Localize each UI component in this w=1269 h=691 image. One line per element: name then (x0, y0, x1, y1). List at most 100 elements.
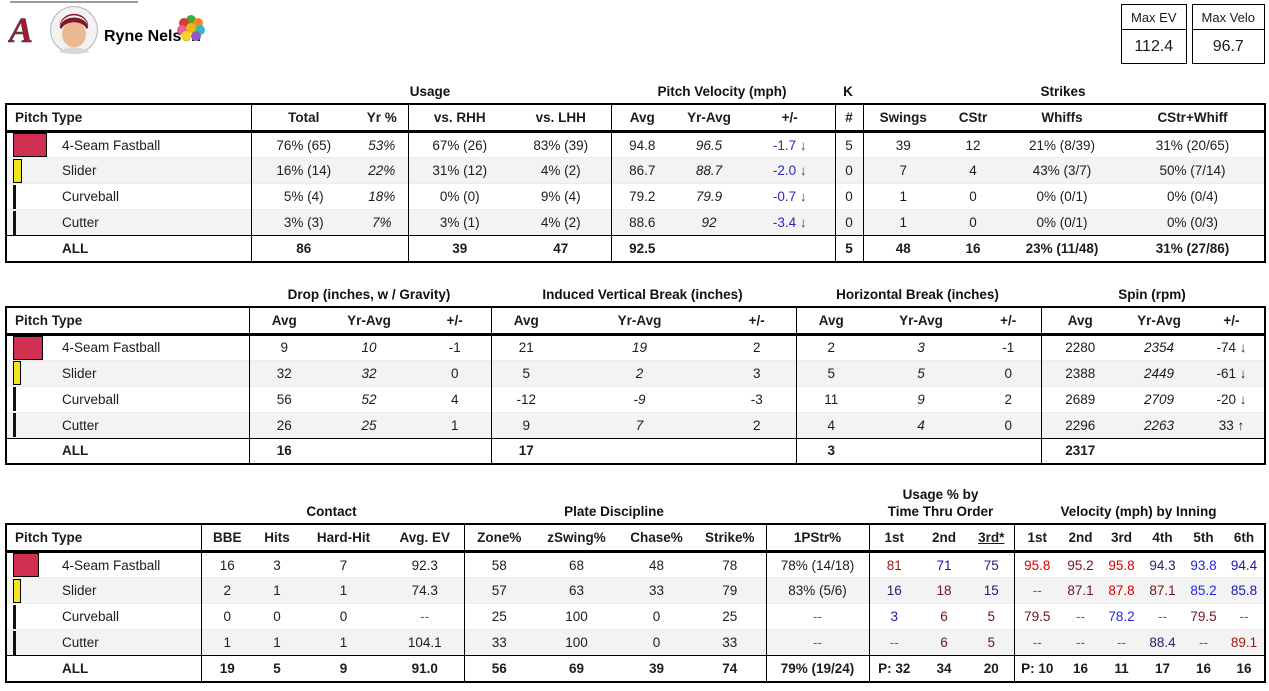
stat-cell: 25 (319, 411, 419, 438)
stat-cell: 7 (561, 411, 718, 438)
pitch-type-label: Cutter (62, 417, 99, 433)
pitch-color-swatch (13, 133, 47, 157)
column-header: Whiffs (1003, 104, 1121, 133)
stat-cell: 39 (619, 655, 694, 682)
pitch-mix-icon (177, 15, 205, 41)
max-stats: Max EV 112.4 Max Velo 96.7 (1121, 4, 1265, 64)
stat-cell: 1 (301, 577, 386, 604)
column-header: Avg. EV (386, 524, 464, 553)
pitch-color-swatch (13, 553, 39, 577)
column-group-header: K (843, 84, 853, 99)
stat-cell: 0% (0) (407, 183, 511, 210)
stat-cell: 88.6 (610, 209, 673, 236)
max-ev-box: Max EV 112.4 (1121, 4, 1187, 64)
stat-cell: 18% (356, 183, 408, 210)
stat-cell: -3.4 ↓ (745, 209, 835, 236)
max-velo-value: 96.7 (1212, 38, 1244, 55)
stats-table: Pitch Type BBE Hits Hard-Hit Avg. EV Zone% zSw… (5, 523, 1266, 683)
stat-cell: P: 32 (868, 655, 919, 682)
stat-cell: 58 (463, 551, 534, 578)
diamondbacks-logo-icon: A (8, 10, 33, 50)
stat-cell: 0 (943, 209, 1003, 236)
stat-cell (745, 235, 835, 262)
all-row: ALL 16 17 3 2317 (6, 437, 1265, 464)
stat-cell: 95.8 (1013, 551, 1060, 578)
pitch-row: Cutter 26 25 1 9 7 2 4 4 0 2296 2263 33 ↑ (6, 411, 1265, 438)
stat-cell: 11 (1101, 655, 1142, 682)
stat-cell: 0 (834, 183, 863, 210)
pitch-color-swatch (13, 184, 16, 209)
stat-cell (419, 437, 491, 464)
column-group-header (5, 99, 250, 103)
stat-cell: 5 (490, 359, 561, 386)
stat-cell: 0% (0/4) (1121, 183, 1265, 210)
stat-cell: 16 (200, 551, 253, 578)
pitch-type-label: 4-Seam Fastball (62, 557, 161, 573)
stat-cell: 92.5 (610, 235, 673, 262)
stat-cell: 5 (969, 603, 1014, 630)
stat-cell: -20 ↓ (1199, 385, 1265, 412)
stat-cell: 63 (534, 577, 619, 604)
stat-cell: 69 (534, 655, 619, 682)
stat-cell: 0 (253, 603, 301, 630)
stat-cell: P: 10 (1013, 655, 1060, 682)
column-header: Chase% (619, 524, 694, 553)
column-header: 1st (1013, 524, 1060, 553)
stat-cell: 50% (7/14) (1121, 157, 1265, 184)
stat-cell: 94.8 (610, 131, 673, 158)
stat-cell: 23% (11/48) (1003, 235, 1121, 262)
stat-cell: 1 (253, 629, 301, 656)
stat-cell (1199, 437, 1265, 464)
stat-cell: 91.0 (386, 655, 464, 682)
stat-cell: 9% (4) (511, 183, 611, 210)
stat-cell: -- (1013, 629, 1060, 656)
stat-cell: 12 (965, 137, 981, 153)
stat-cell: 74 (694, 655, 766, 682)
pitch-row: Curveball 56 52 4 -12 -9 -3 11 9 2 2689 2709 -20 ↓ (6, 385, 1265, 412)
stat-cell: 25 (694, 603, 766, 630)
pitch-color-swatch (13, 630, 16, 655)
stat-cell: 57 (463, 577, 534, 604)
pitch-type-cell: Cutter (6, 209, 251, 236)
stat-cell: 78.2 (1101, 603, 1142, 630)
column-header: zSwing% (534, 524, 619, 553)
stat-cell: 53% (368, 137, 396, 153)
stat-cell: -- (386, 603, 464, 630)
pitch-type-cell: Cutter (6, 411, 249, 438)
stat-cell: 2 (718, 411, 796, 438)
table-movement-spin: Drop (inches, w / Gravity) Induced Vertic… (5, 285, 1266, 465)
stat-cell: 0 (834, 209, 863, 236)
column-header: Yr-Avg (561, 306, 718, 336)
stat-cell: 4 (795, 411, 866, 438)
stat-cell: 7 (339, 557, 348, 573)
stat-cell (1119, 437, 1199, 464)
stat-cell: 16 (1060, 655, 1101, 682)
stat-cell: 9 (866, 385, 976, 412)
column-group-row: Contact Plate Discipline Usage % by Time Th… (5, 485, 1264, 523)
top-divider-line (10, 1, 138, 3)
stat-cell: 2 (561, 359, 718, 386)
stat-cell: 4% (2) (511, 209, 611, 236)
stat-cell: 87.1 (1060, 577, 1101, 604)
stat-cell (718, 437, 796, 464)
stat-cell: -1.7 ↓ (772, 137, 807, 153)
pitch-row: Curveball 0 0 0 -- 25 100 0 25 -- 3 6 5 79.5 -- 78.2 -- 7… (6, 603, 1265, 630)
stat-cell: 47 (511, 235, 611, 262)
stat-cell: 31% (27/86) (1121, 235, 1265, 262)
stat-cell: 74.3 (386, 577, 464, 604)
column-header: 2nd (919, 524, 969, 553)
max-ev-value: 112.4 (1134, 38, 1174, 55)
stat-cell: 0 (419, 359, 491, 386)
stats-table: Pitch Type Total Yr % vs. RHH vs. LHH Avg Yr-A… (5, 103, 1266, 263)
stat-cell: 0% (0/1) (1003, 183, 1121, 210)
column-group-header (5, 519, 200, 523)
stat-cell: 86 (250, 235, 356, 262)
stat-cell: 2263 (1119, 411, 1199, 438)
stat-cell: 11 (795, 385, 866, 412)
column-header: BBE (200, 524, 253, 553)
column-header: Total (250, 104, 356, 133)
stat-cell: 1 (253, 577, 301, 604)
pitch-color-swatch (13, 158, 22, 183)
column-header: Zone% (463, 524, 534, 553)
stat-cell: 22% (356, 157, 408, 184)
